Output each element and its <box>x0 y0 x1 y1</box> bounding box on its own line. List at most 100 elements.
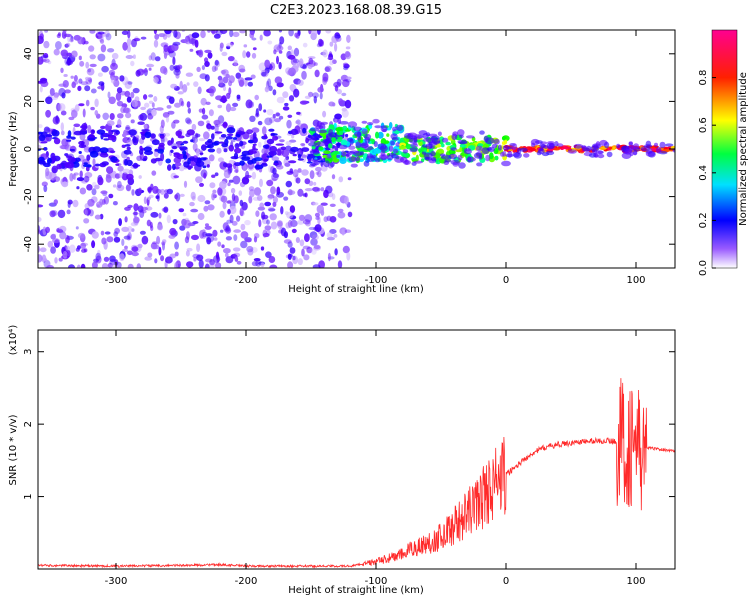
heatmap-cell <box>204 74 210 82</box>
heatmap-cell <box>239 199 244 207</box>
heatmap-cell <box>122 248 129 253</box>
heatmap-cell <box>97 72 103 77</box>
heatmap-cell <box>243 44 248 48</box>
heatmap-cell <box>377 131 384 139</box>
heatmap-cell <box>201 114 209 120</box>
heatmap-cell <box>65 42 71 48</box>
heatmap-cell <box>119 253 125 262</box>
heatmap-cell <box>158 212 162 219</box>
heatmap-cell <box>112 201 118 206</box>
heatmap-cell <box>217 187 223 196</box>
heatmap-cell <box>53 48 60 56</box>
heatmap-cell <box>56 163 62 170</box>
heatmap-cell <box>334 42 338 52</box>
heatmap-cell <box>71 81 76 89</box>
heatmap-cell <box>173 68 181 76</box>
heatmap-cell <box>567 149 577 154</box>
heatmap-cell <box>165 256 173 264</box>
heatmap-cell <box>127 81 133 85</box>
heatmap-cell <box>313 95 317 104</box>
heatmap-cell <box>334 118 338 123</box>
heatmap-cell <box>117 113 124 119</box>
heatmap-cell <box>258 141 262 148</box>
heatmap-cell <box>479 130 485 135</box>
heatmap-cell <box>329 203 336 207</box>
heatmap-cell <box>101 198 106 205</box>
spectrogram-y-ticks: -40 -20 0 20 40 <box>23 47 675 252</box>
heatmap-cell <box>326 232 333 238</box>
heatmap-cell <box>152 244 160 250</box>
heatmap-cell <box>268 256 276 263</box>
heatmap-cell <box>281 148 290 158</box>
heatmap-cell <box>64 43 69 48</box>
heatmap-cell <box>311 158 319 162</box>
heatmap-cell <box>60 110 67 116</box>
heatmap-cell <box>312 202 319 206</box>
heatmap-cell <box>83 208 92 216</box>
heatmap-cell <box>225 236 232 241</box>
heatmap-cell <box>216 254 220 263</box>
heatmap-cell <box>150 158 157 164</box>
heatmap-cell <box>344 196 349 205</box>
heatmap-cell <box>606 151 613 158</box>
heatmap-cell <box>466 157 476 162</box>
heatmap-cell <box>476 162 483 167</box>
heatmap-cell <box>49 210 56 218</box>
heatmap-cell <box>133 209 137 218</box>
heatmap-cell <box>60 122 64 132</box>
heatmap-cell <box>418 148 422 153</box>
heatmap-cell <box>173 119 180 124</box>
heatmap-cell <box>291 228 297 234</box>
heatmap-cell <box>88 45 95 52</box>
heatmap-cell <box>132 87 140 94</box>
heatmap-cell <box>354 156 360 162</box>
heatmap-cell <box>83 218 90 224</box>
heatmap-cell <box>228 80 233 87</box>
heatmap-cell <box>246 245 254 253</box>
heatmap-cell <box>500 151 505 157</box>
heatmap-cell <box>171 121 176 129</box>
heatmap-cell <box>220 229 224 233</box>
heatmap-cell <box>91 240 96 249</box>
heatmap-cell <box>140 106 147 111</box>
heatmap-cell <box>553 147 561 151</box>
heatmap-cell <box>353 126 362 132</box>
heatmap-cell <box>333 234 338 238</box>
heatmap-cell <box>363 160 370 167</box>
heatmap-cell <box>220 195 228 203</box>
heatmap-cell <box>301 70 307 80</box>
heatmap-cell <box>78 78 83 84</box>
heatmap-cell <box>163 206 169 213</box>
heatmap-cell <box>160 42 169 48</box>
heatmap-cell <box>185 72 194 77</box>
heatmap-cell <box>329 41 334 47</box>
heatmap-cell <box>119 75 125 82</box>
heatmap-cell <box>144 102 150 108</box>
heatmap-cell <box>253 236 258 243</box>
heatmap-cell <box>457 139 468 144</box>
heatmap-cell <box>182 140 189 144</box>
heatmap-cell <box>486 147 492 151</box>
heatmap-cell <box>246 51 251 58</box>
heatmap-cell <box>277 221 283 229</box>
heatmap-cell <box>337 211 346 219</box>
heatmap-cell <box>382 128 387 133</box>
heatmap-cell <box>308 141 318 147</box>
heatmap-cell <box>266 109 274 116</box>
heatmap-cell <box>300 154 308 158</box>
heatmap-cell <box>298 58 304 67</box>
heatmap-cell <box>247 248 254 256</box>
heatmap-cell <box>45 109 51 118</box>
heatmap-cell <box>189 48 194 52</box>
heatmap-cell <box>485 154 491 162</box>
heatmap-cell <box>238 190 243 196</box>
colorbar: 0.0 0.2 0.4 0.6 0.8 Normalized spectral ampl… <box>698 29 749 276</box>
heatmap-cell <box>263 30 271 37</box>
heatmap-cell <box>131 228 135 232</box>
heatmap-cell <box>308 137 318 143</box>
heatmap-cell <box>341 229 345 236</box>
heatmap-cell <box>179 193 185 197</box>
heatmap-cell <box>212 193 218 199</box>
heatmap-cell <box>185 117 191 124</box>
heatmap-cell <box>95 255 102 264</box>
